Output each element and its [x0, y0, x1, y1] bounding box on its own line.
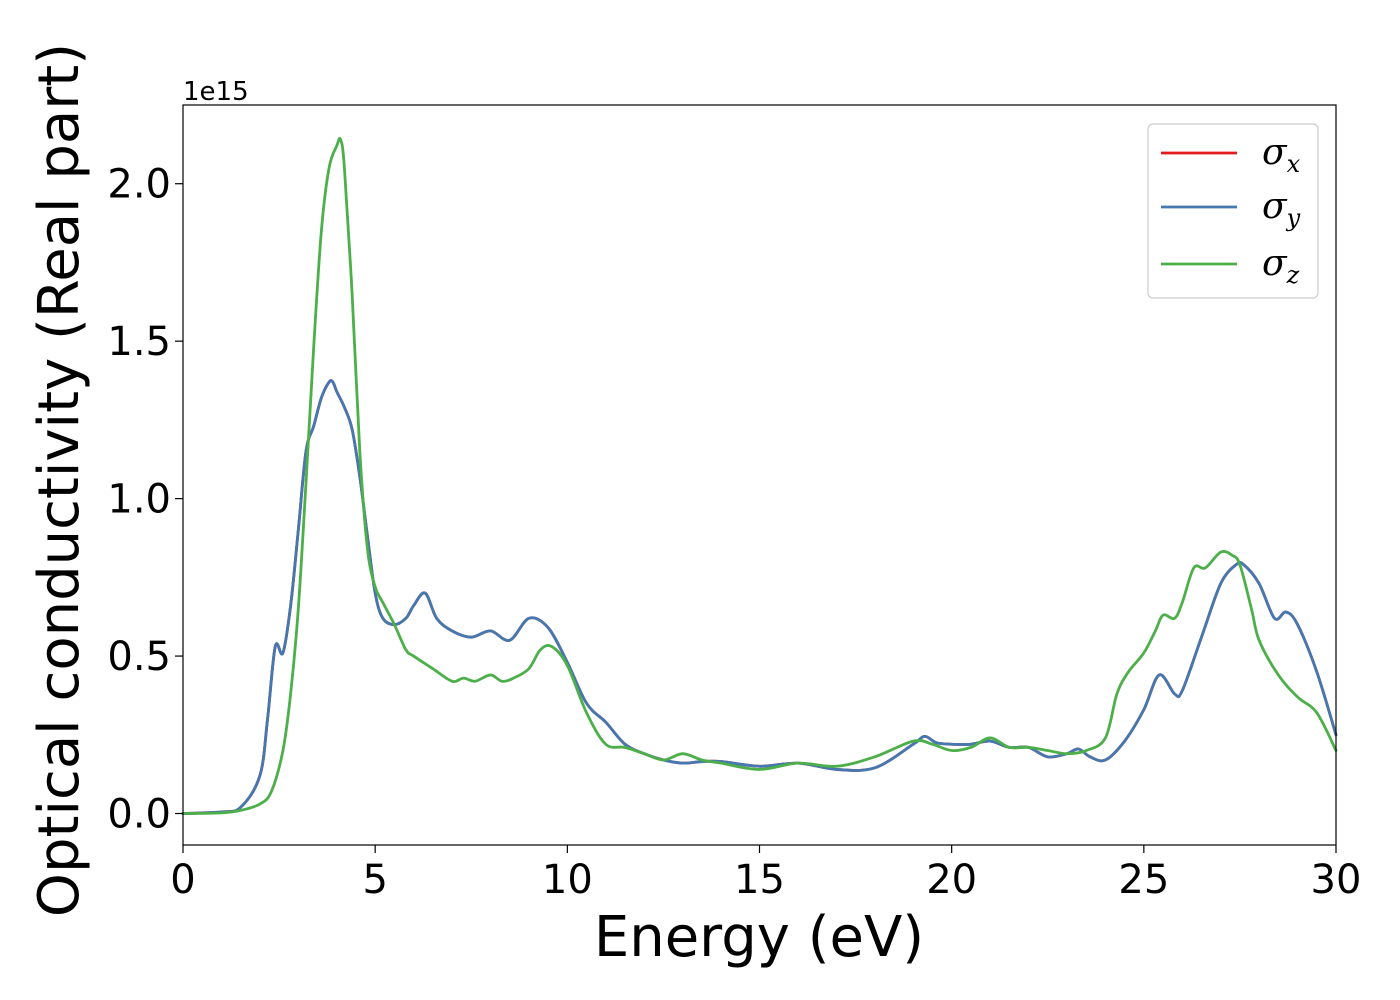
legend-label: σx: [1262, 132, 1301, 178]
legend-item-x: σx: [1161, 132, 1301, 178]
legend-label: σz: [1262, 243, 1300, 289]
y-tick-label: 0.5: [107, 634, 171, 680]
legend-item-y: σy: [1161, 186, 1301, 232]
x-tick-label: 0: [170, 857, 195, 903]
y-tick-label: 0.0: [107, 792, 171, 838]
x-tick-label: 5: [362, 857, 387, 903]
x-tick-label: 20: [926, 857, 977, 903]
x-tick-label: 10: [542, 857, 593, 903]
series-line-z: [181, 137, 1338, 815]
x-axis-title: Energy (eV): [594, 905, 924, 970]
y-axis-title: Optical conductivity (Real part): [27, 43, 92, 917]
x-tick-label: 30: [1311, 857, 1362, 903]
legend-label: σy: [1262, 186, 1301, 232]
legend-item-z: σz: [1161, 243, 1300, 289]
plot-area: [183, 105, 1336, 845]
series-layer: [181, 137, 1338, 815]
legend-box: [1147, 123, 1319, 299]
y-tick-label: 1.0: [107, 477, 171, 523]
legend-items: σx σy σz: [1161, 132, 1301, 289]
legend: σx σy σz: [1147, 123, 1319, 299]
x-tick-label: 15: [734, 857, 785, 903]
y-offset-label: 1e15: [183, 77, 249, 107]
x-tick-label: 25: [1118, 857, 1169, 903]
x-axis: 0 5 10 15 20 25 30: [170, 845, 1361, 903]
y-tick-label: 1.5: [107, 319, 171, 365]
y-tick-label: 2.0: [107, 162, 171, 208]
y-axis: 0.0 0.5 1.0 1.5 2.0: [107, 162, 183, 838]
